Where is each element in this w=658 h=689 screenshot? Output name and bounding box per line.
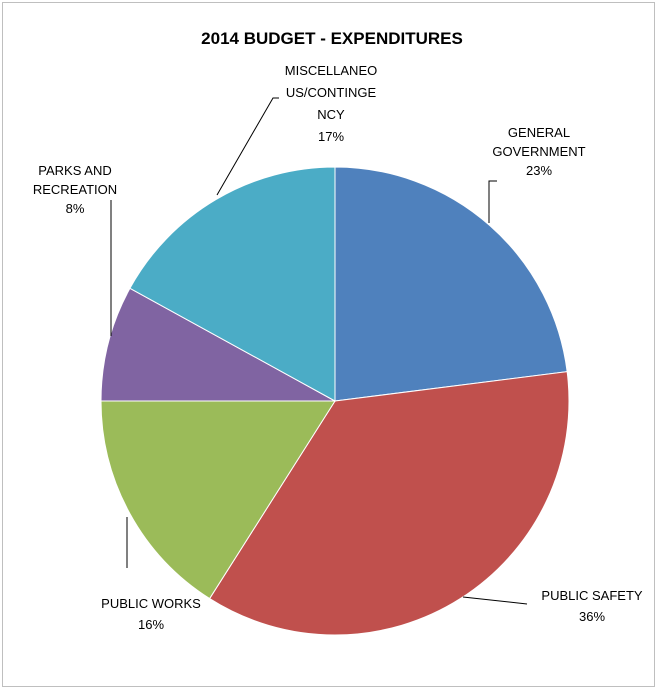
slice-label: PUBLIC SAFETY 36% [541, 588, 642, 624]
slice-percent: 8% [66, 201, 85, 216]
leader-line [462, 596, 528, 605]
slice-label: GENERAL GOVERNMENT 23% [492, 125, 585, 178]
pie-slice [100, 400, 336, 600]
slice-percent: 23% [526, 163, 552, 178]
slice-label-line: PUBLIC WORKS [101, 596, 201, 611]
slice-label-line: GENERAL [508, 125, 570, 140]
slice-percent: 16% [138, 617, 164, 632]
slice-label-line: MISCELLANEO [285, 63, 377, 78]
slice-label-line: NCY [317, 107, 345, 122]
pie-slices [100, 166, 570, 636]
leader-line [488, 180, 497, 223]
pie-slice [208, 371, 570, 636]
slice-label-line: PUBLIC SAFETY [541, 588, 642, 603]
slice-label-line: RECREATION [33, 182, 117, 197]
pie-slice [334, 166, 568, 402]
slice-label: MISCELLANEO US/CONTINGE NCY 17% [285, 63, 377, 144]
slice-label-line: PARKS AND [38, 163, 111, 178]
pie-slice [129, 166, 336, 402]
slice-label-line: US/CONTINGE [286, 85, 377, 100]
chart-title: 2014 BUDGET - EXPENDITURES [201, 29, 463, 48]
leader-lines [110, 97, 528, 605]
slice-label: PUBLIC WORKS 16% [101, 596, 201, 632]
slice-labels: GENERAL GOVERNMENT 23%PUBLIC SAFETY 36%PUBL… [33, 63, 643, 632]
slice-percent: 17% [318, 129, 344, 144]
pie-slice [100, 287, 336, 402]
slice-label: PARKS AND RECREATION 8% [33, 163, 117, 216]
slice-percent: 36% [579, 609, 605, 624]
pie-chart: 2014 BUDGET - EXPENDITURES GENERAL GOVERN… [33, 29, 643, 636]
leader-line [216, 97, 279, 196]
slice-label-line: GOVERNMENT [492, 144, 585, 159]
